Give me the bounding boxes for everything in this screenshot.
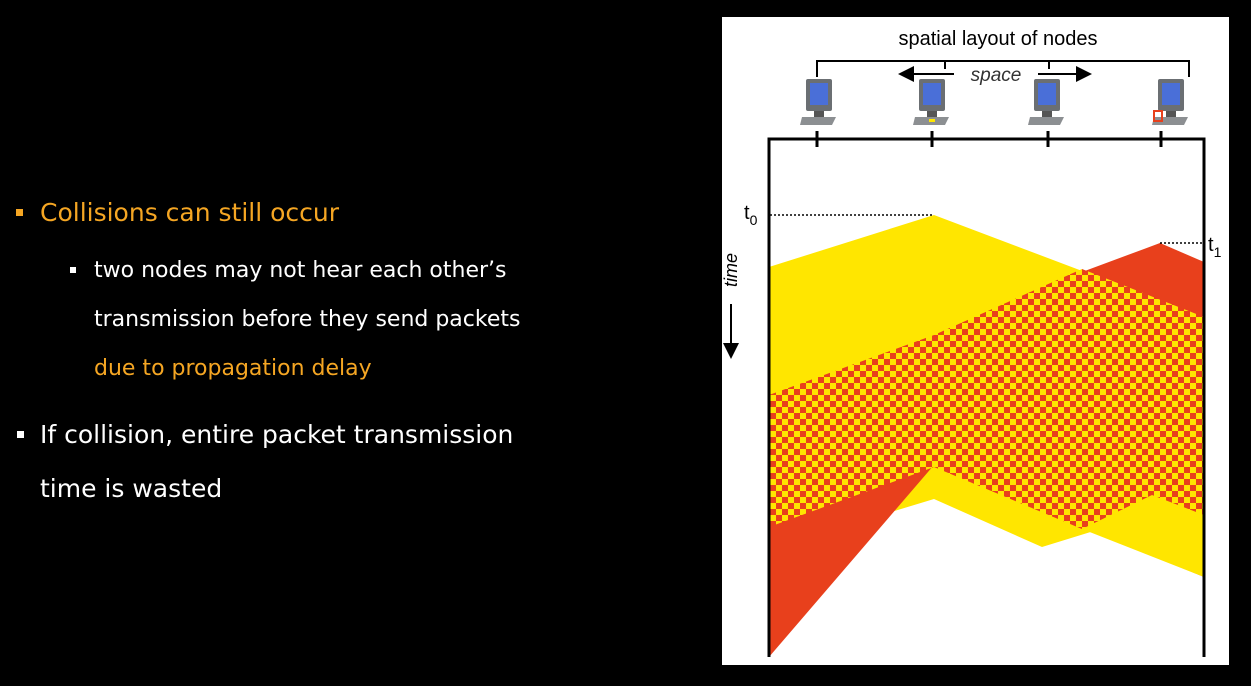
computer-icon: [1152, 79, 1188, 125]
bullet-collision-line-1: If collision, entire packet transmission: [40, 420, 514, 449]
node-bracket: [816, 60, 1190, 77]
yellow-signal-tail: [1082, 495, 1204, 577]
sub-bullet-marker: [70, 267, 76, 273]
time-label: time: [722, 253, 741, 287]
bullet-marker: [17, 431, 24, 438]
sub-bullet-line-1: two nodes may not hear each other’s: [94, 258, 507, 283]
bullet-collision-line-2: time is wasted: [40, 474, 223, 503]
broadcast-channel: [767, 137, 1206, 657]
sub-bullet-line-2: transmission before they send packets: [94, 307, 521, 332]
t0-label: t0: [744, 202, 758, 228]
t1-label: t1: [1208, 234, 1222, 260]
bullet-marker: [16, 209, 23, 216]
propagation-regions: [769, 215, 1204, 657]
collision-region: [769, 269, 1204, 529]
diagram-panel: spatial layout of nodes space: [722, 17, 1229, 665]
computer-icon: [800, 79, 836, 125]
diagram-title: spatial layout of nodes: [898, 28, 1097, 50]
space-label: space: [971, 65, 1022, 86]
collision-diagram: spatial layout of nodes space: [722, 28, 1222, 657]
computer-icon: [1028, 79, 1064, 125]
computer-icon: [913, 79, 949, 125]
bullet-collisions: Collisions can still occur: [40, 198, 340, 227]
sub-bullet-line-3: due to propagation delay: [94, 356, 372, 381]
